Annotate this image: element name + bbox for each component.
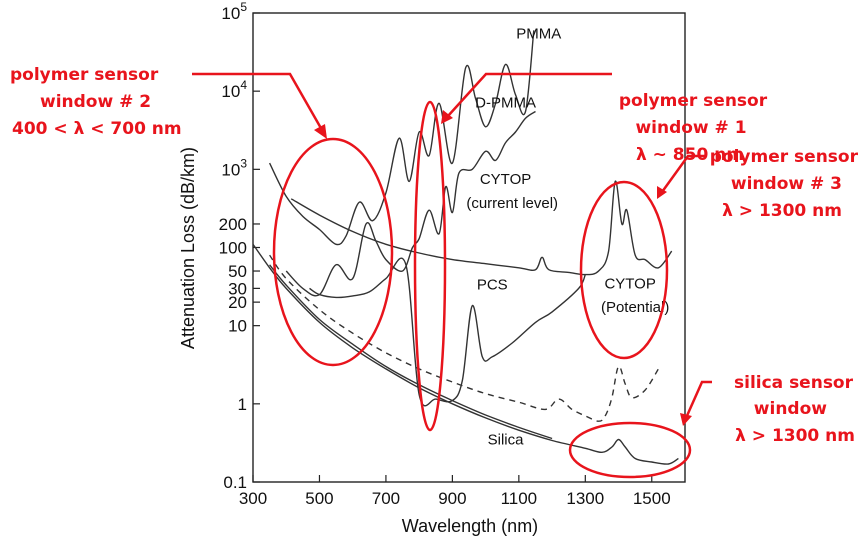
series-line-pmma (268, 30, 535, 246)
annotation-silica-window: silica sensor window λ > 1300 nm (734, 373, 855, 446)
annotation-window-1: polymer sensor window # 1 λ ~ 850 nm (619, 91, 768, 165)
curve-label: D-PMMA (475, 94, 536, 111)
annotation-overlay (192, 72, 712, 479)
window-1-ellipse (413, 100, 447, 432)
annotation-line: λ ~ 850 nm (636, 145, 744, 165)
series-line-unlabeled (269, 264, 553, 440)
curve-label: PCS (477, 277, 508, 294)
x-tick-label: 1100 (501, 489, 538, 508)
x-tick-label: 1500 (633, 489, 671, 508)
y-tick-label: 30 (228, 279, 247, 298)
annotation-line: λ > 1300 nm (722, 201, 842, 221)
x-axis-title: Wavelength (nm) (402, 516, 538, 536)
y-axis-title: Attenuation Loss (dB/km) (178, 147, 198, 349)
annotation-line: window # 3 (731, 174, 842, 194)
arrowhead-icon (441, 110, 453, 124)
x-tick-label: 700 (372, 489, 400, 508)
annotation-line: 400 < λ < 700 nm (12, 119, 182, 139)
y-tick-label: 1 (238, 395, 247, 414)
annotation-line: window (754, 399, 827, 419)
curve-label: (current level) (466, 195, 558, 212)
annotation-window-3: polymer sensor window # 3 λ > 1300 nm (710, 147, 859, 221)
y-tick-label: 103 (221, 156, 247, 179)
window-1-arrow (447, 72, 612, 117)
series-line-silica (252, 243, 679, 465)
curve-label: PMMA (516, 26, 561, 43)
curve-label: Silica (488, 432, 525, 449)
annotation-line: polymer sensor (710, 147, 859, 167)
curve-label: (Potential) (601, 299, 669, 316)
window-2-arrow (192, 72, 324, 131)
y-tick-label: 50 (228, 262, 247, 281)
curve-label: CYTOP (480, 171, 531, 188)
arrowhead-icon (314, 124, 327, 139)
y-tick-label: 20 (228, 293, 247, 312)
arrowhead-icon (680, 413, 692, 426)
y-tick-label: 0.1 (223, 473, 247, 492)
y-tick-label: 10 (228, 317, 247, 336)
curve-label: CYTOP (604, 275, 655, 292)
y-tick-label: 200 (219, 215, 247, 234)
y-tick-label: 100 (219, 239, 247, 258)
curve-labels: PMMA D-PMMA CYTOP (current level) PCS CYTOP (P… (466, 26, 669, 449)
window-2-ellipse (272, 137, 394, 367)
arrowhead-icon (657, 186, 667, 199)
series-line-cytop-current-level (290, 180, 673, 276)
series-line-d-pmma (285, 110, 536, 297)
annotation-window-2: polymer sensor window # 2 400 < λ < 700 … (10, 65, 182, 139)
annotation-line: polymer sensor (10, 65, 159, 85)
x-tick-label: 900 (438, 489, 466, 508)
x-tick-label: 1300 (566, 489, 604, 508)
x-axis: 300 500 700 900 1100 1300 1500 (239, 475, 671, 508)
silica-window-ellipse (568, 421, 692, 479)
annotation-line: window # 2 (40, 92, 151, 112)
window-3-arrow (660, 154, 706, 193)
annotation-line: polymer sensor (619, 91, 768, 111)
annotation-line: λ > 1300 nm (735, 426, 855, 446)
x-tick-label: 500 (305, 489, 333, 508)
window-3-ellipse (579, 180, 669, 360)
series-line-cytop-potential (269, 254, 659, 422)
annotation-line: silica sensor (734, 373, 854, 393)
y-tick-label: 104 (221, 78, 247, 101)
x-tick-label: 300 (239, 489, 267, 508)
y-tick-label: 105 (221, 0, 247, 23)
silica-window-arrow (684, 380, 712, 419)
series-line-pcs (309, 257, 586, 407)
annotation-line: window # 1 (635, 118, 746, 138)
